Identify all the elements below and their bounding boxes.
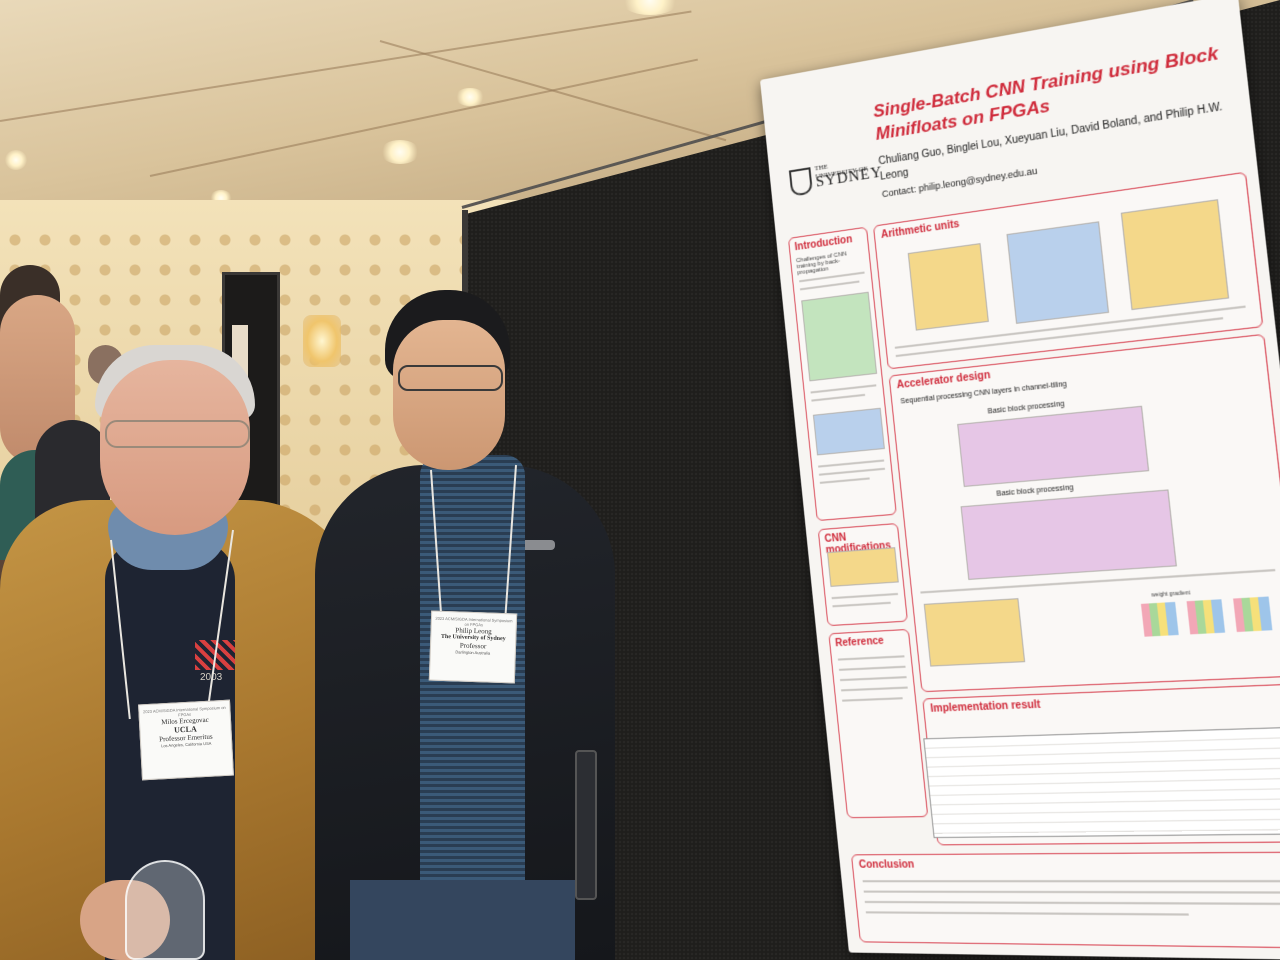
minifloat-figure (813, 408, 885, 456)
text-line (865, 901, 1280, 905)
tablet-device (575, 750, 597, 900)
accelerator-design-box: Accelerator design Sequential processing… (889, 334, 1280, 692)
weight-gradient-label: weight gradient (1151, 590, 1191, 599)
conclusion-heading: Conclusion (858, 859, 914, 871)
results-table (923, 727, 1280, 838)
glasses (105, 420, 250, 448)
text-line (819, 468, 885, 476)
wall-sconce (303, 315, 341, 367)
text-line (841, 687, 908, 692)
text-line (811, 394, 865, 402)
conclusion-box: Conclusion (851, 851, 1280, 948)
accelerator-design-heading: Accelerator design (896, 370, 991, 392)
university-logo: THE UNIVERSITY OF SYDNEY (788, 154, 875, 225)
ceiling-light (5, 150, 27, 170)
text-line (820, 477, 870, 483)
text-line (800, 281, 860, 291)
water-glass (125, 860, 205, 960)
text-line (863, 880, 1280, 882)
training-figure (801, 292, 877, 382)
text-line (832, 593, 898, 599)
basic-block-subhead-2: Basic block processing (996, 484, 1074, 498)
reference-box: Reference (828, 629, 928, 818)
reference-heading: Reference (835, 635, 885, 649)
text-line (842, 697, 903, 702)
jeans (350, 880, 575, 960)
research-poster: Single-Batch CNN Training using Block Mi… (760, 0, 1280, 960)
crest-icon (789, 167, 813, 197)
mac-diagram (1121, 199, 1229, 310)
text-line (838, 655, 905, 660)
adder-diagram (1006, 221, 1109, 324)
basic-block-diagram-2 (961, 489, 1177, 580)
implementation-result-heading: Implementation result (930, 699, 1041, 715)
text-line (866, 911, 1189, 915)
ceiling-light (380, 140, 420, 164)
text-line (832, 602, 890, 608)
cnn-modifications-box: CNN modifications (818, 523, 908, 626)
younger-man-face (393, 320, 505, 470)
name-badge-right: 2023 ACM/SIGDA International Symposium o… (429, 611, 517, 684)
text-line (811, 384, 877, 393)
ceiling-light (455, 88, 485, 106)
modification-figure (827, 547, 899, 587)
text-line (864, 891, 1280, 894)
text-line (840, 676, 907, 681)
introduction-heading: Introduction (794, 234, 853, 253)
conv-cubes-figure (924, 598, 1025, 666)
name-badge-left: 2023 ACM/SIGDA International Symposium o… (138, 700, 234, 781)
kernel-grid-1 (1141, 602, 1179, 637)
arithmetic-units-heading: Arithmetic units (881, 219, 961, 242)
text-line (818, 459, 884, 467)
basic-block-diagram-1 (957, 406, 1149, 487)
kernel-grid-2 (1187, 599, 1226, 634)
text-line (839, 666, 906, 671)
basic-block-subhead-1: Basic block processing (987, 400, 1064, 415)
multiplier-diagram (908, 243, 989, 331)
glasses (398, 365, 503, 391)
kernel-grid-3 (1233, 596, 1272, 632)
